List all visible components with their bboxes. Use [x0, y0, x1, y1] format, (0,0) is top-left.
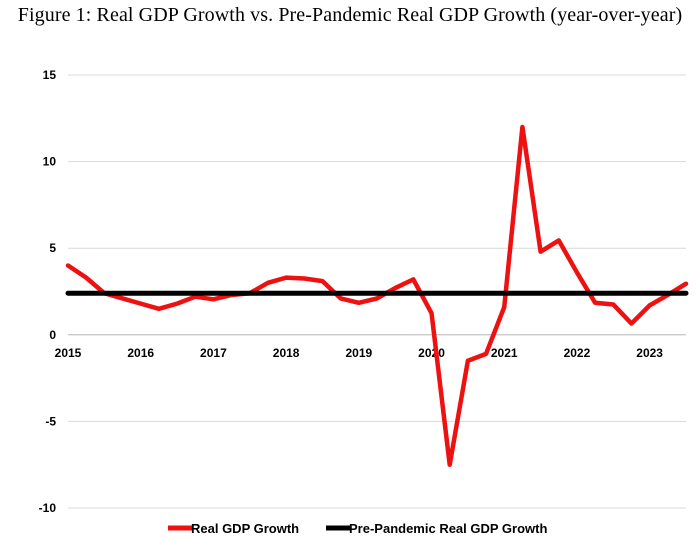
legend-item-real-gdp-growth: Real GDP Growth: [168, 521, 299, 536]
legend-item-pre-pandemic-real-gdp-growth: Pre-Pandemic Real GDP Growth: [326, 521, 547, 536]
x-tick-label: 2018: [273, 346, 300, 360]
series-line-real-gdp-growth: [65, 124, 689, 467]
x-tick-label: 2017: [200, 346, 227, 360]
y-tick-label: 15: [43, 68, 57, 82]
x-tick-label: 2020: [418, 346, 445, 360]
x-tick-label: 2015: [55, 346, 82, 360]
x-tick-label: 2022: [564, 346, 591, 360]
x-tick-label: 2016: [127, 346, 154, 360]
chart-title: Figure 1: Real GDP Growth vs. Pre-Pandem…: [17, 4, 683, 26]
y-tick-label: -10: [39, 501, 57, 515]
legend: Real GDP Growth Pre-Pandemic Real GDP Gro…: [168, 521, 547, 536]
legend-label: Real GDP Growth: [191, 521, 299, 536]
y-tick-label: -5: [45, 414, 56, 428]
y-axis-tick-labels: 15 10 5 0 -5 -10: [39, 68, 57, 515]
y-tick-label: 0: [49, 328, 56, 342]
x-tick-label: 2023: [636, 346, 663, 360]
gridlines: [68, 74, 686, 509]
legend-label: Pre-Pandemic Real GDP Growth: [349, 521, 547, 536]
y-tick-label: 5: [49, 241, 56, 255]
x-tick-label: 2019: [345, 346, 372, 360]
x-axis-tick-labels: 2015 2016 2017 2018 2019 2020 2021 2022 2023: [55, 346, 664, 360]
x-tick-label: 2021: [491, 346, 518, 360]
y-tick-label: 10: [43, 155, 57, 169]
data-series: [65, 124, 689, 467]
